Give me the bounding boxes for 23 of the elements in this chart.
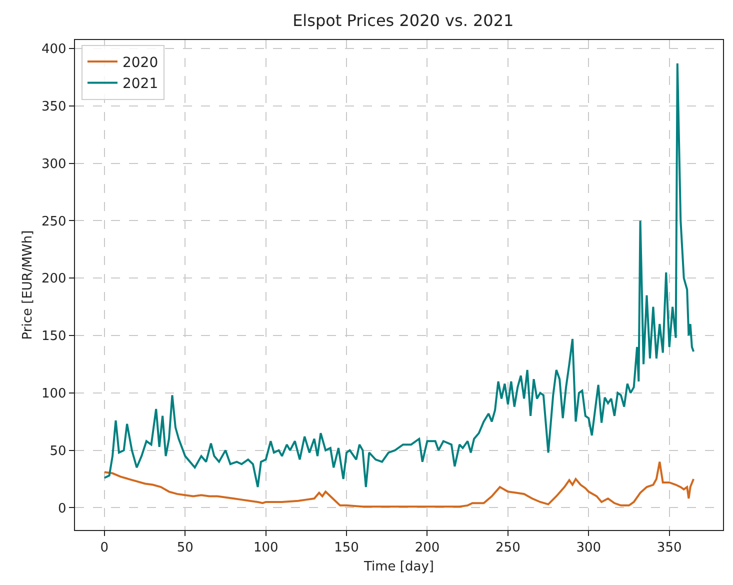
- x-tick-label: 100: [253, 540, 278, 556]
- x-tick-label: 0: [100, 540, 109, 556]
- y-tick-label: 50: [50, 444, 66, 459]
- x-tick-label: 200: [414, 540, 440, 556]
- y-tick-label: 250: [41, 214, 66, 230]
- y-tick-label: 350: [41, 99, 66, 114]
- x-axis-title: Time [day]: [362, 559, 434, 574]
- y-tick-label: 150: [41, 329, 66, 344]
- y-axis-title: Price [EUR/MWh]: [20, 230, 36, 340]
- x-tick-label: 300: [576, 540, 602, 556]
- line-series: [103, 460, 695, 508]
- chart-title: Elspot Prices 2020 vs. 2021: [292, 10, 514, 30]
- y-tick-label: 200: [41, 272, 66, 287]
- x-tick-label: 350: [656, 540, 682, 556]
- legend-label: 2020: [122, 54, 158, 71]
- y-tick-label: 400: [41, 42, 66, 58]
- y-tick-label: 0: [58, 501, 66, 516]
- legend-label: 2021: [122, 76, 158, 92]
- x-tick-label: 250: [496, 540, 520, 556]
- x-tick-label: 150: [334, 540, 359, 556]
- x-tick-label: 50: [176, 540, 194, 556]
- y-tick-label: 300: [41, 156, 66, 172]
- y-tick-label: 100: [41, 386, 66, 402]
